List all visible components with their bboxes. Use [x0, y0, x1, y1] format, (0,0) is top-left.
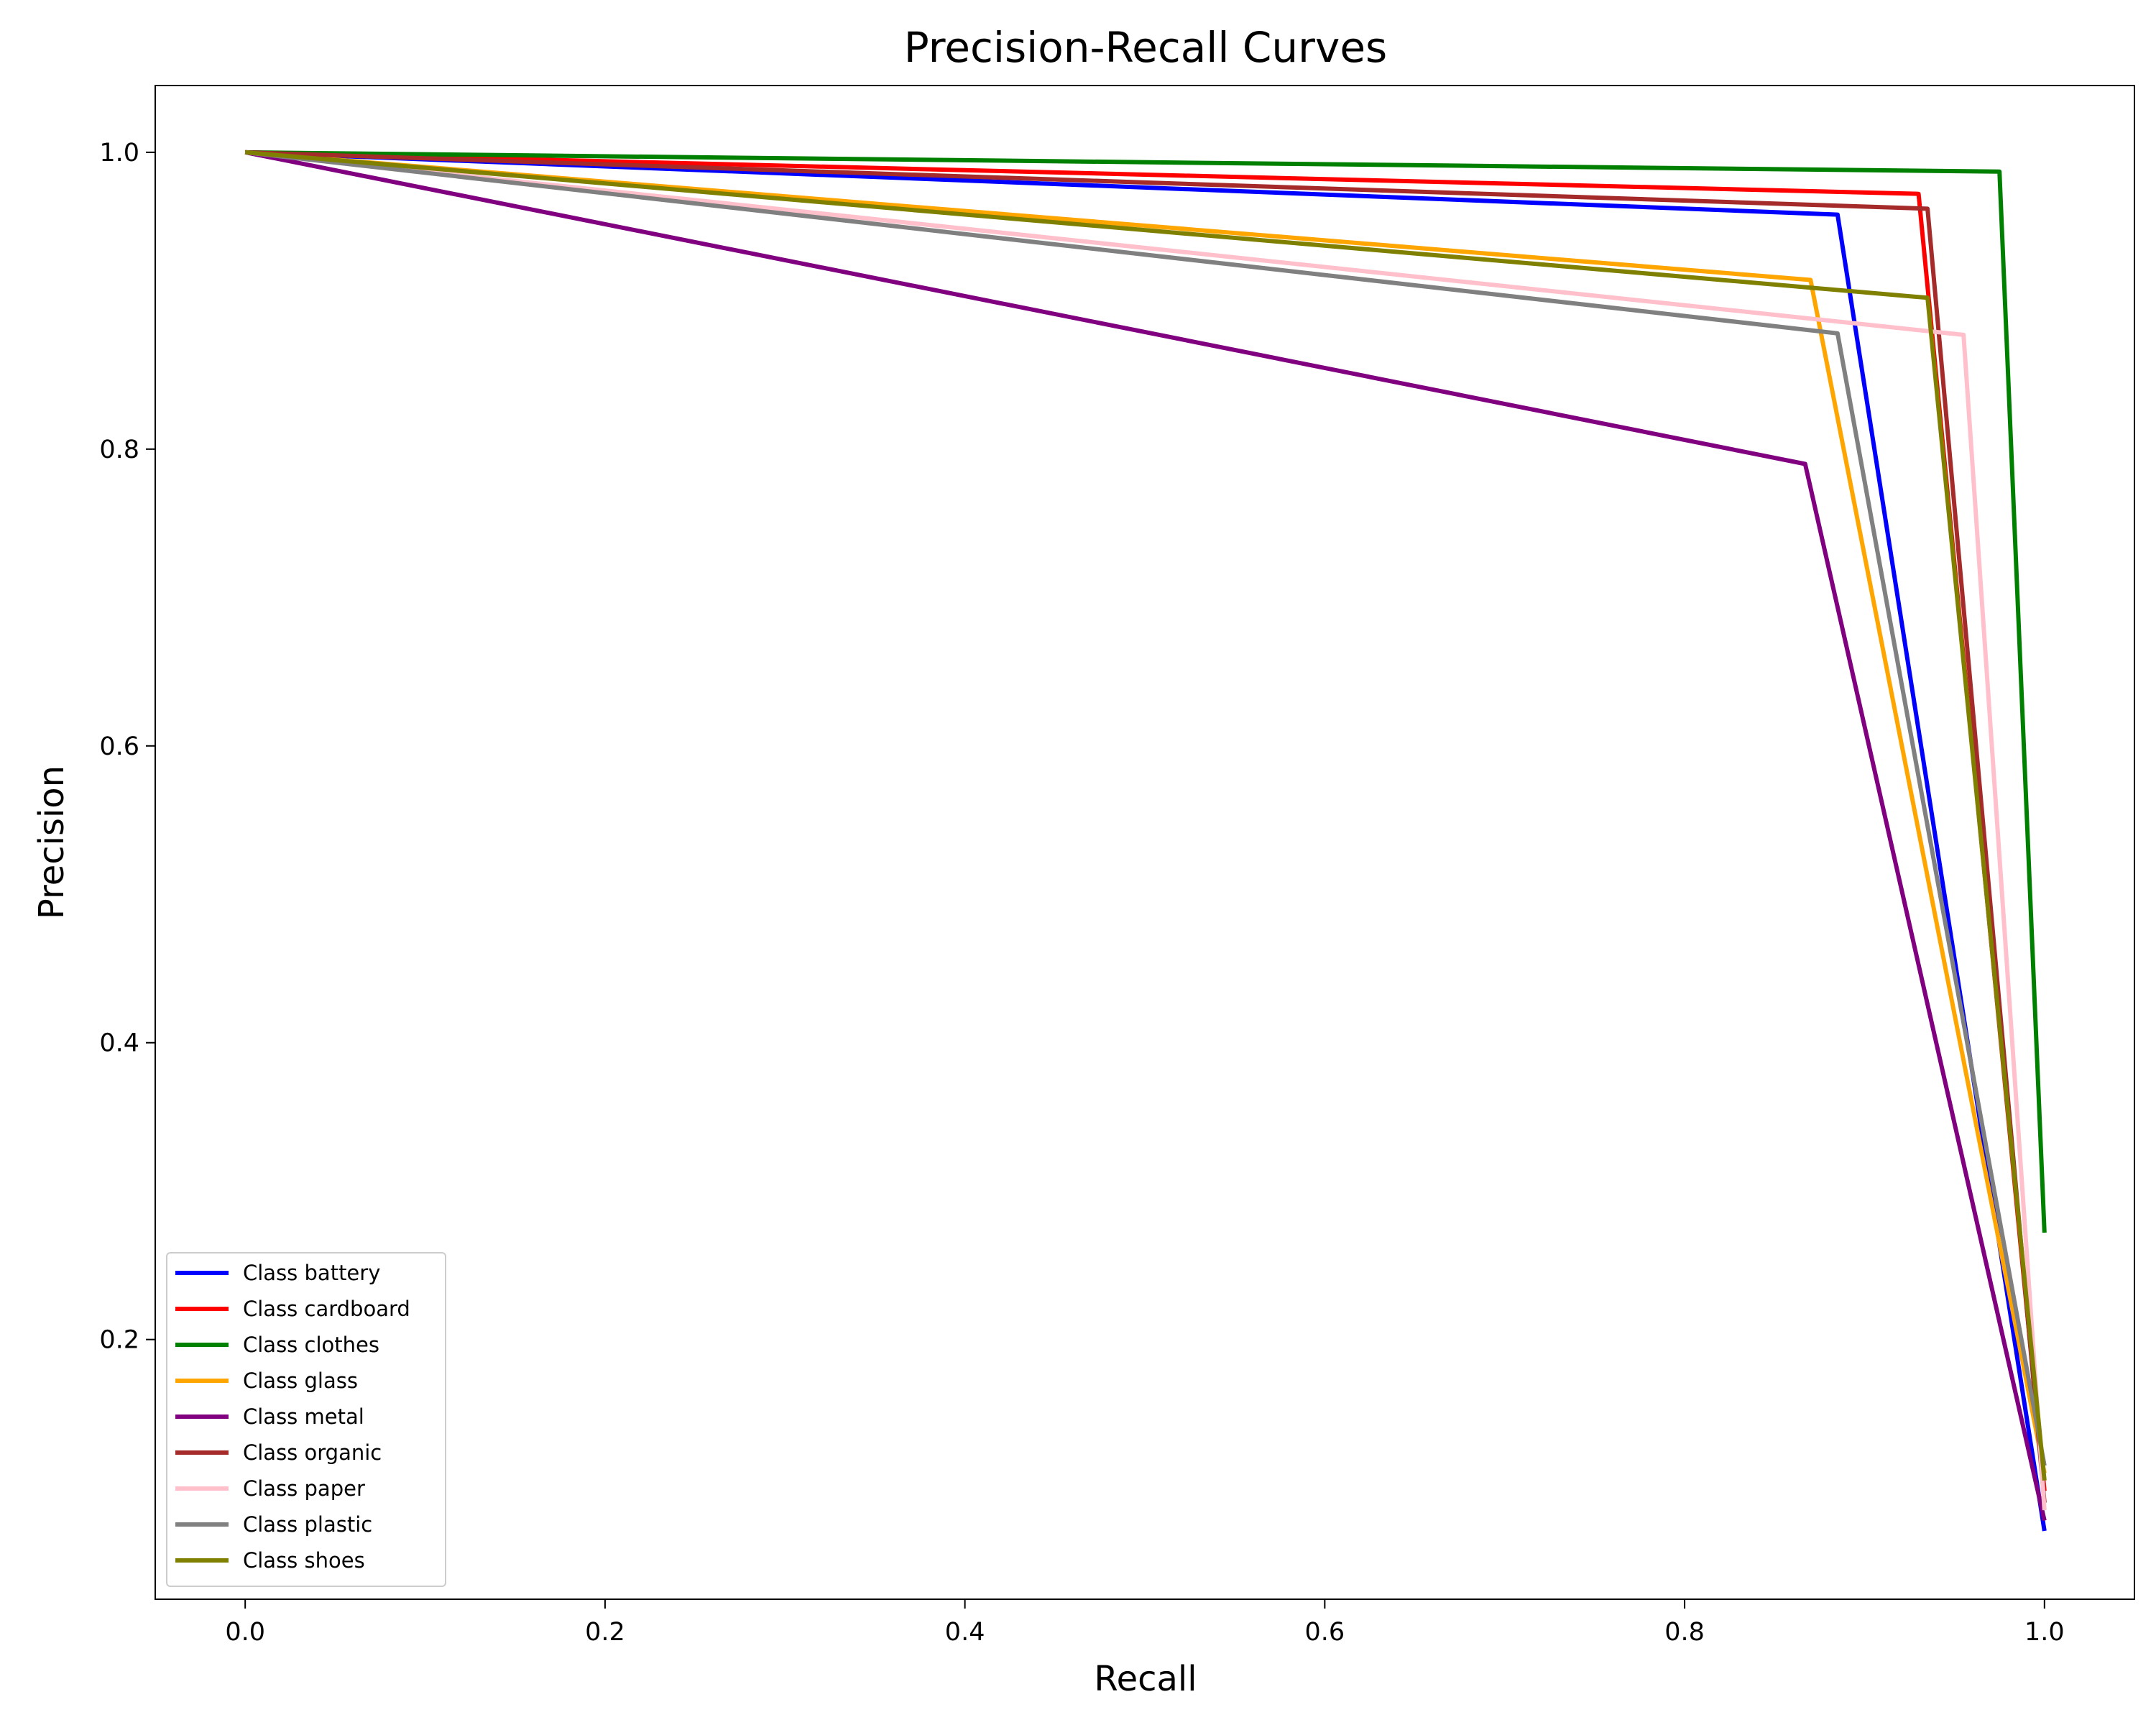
x-tick-label: 0.4 — [945, 1618, 985, 1647]
legend: Class battery Class cardboard Class clothe… — [166, 1252, 446, 1587]
series-line-class-metal — [244, 150, 2047, 1522]
legend-box — [166, 1252, 446, 1587]
x-axis-label: Recall — [1094, 1659, 1197, 1699]
series-layer — [244, 150, 2047, 1532]
series-line-class-plastic — [244, 150, 2047, 1466]
legend-label-class-shoes: Class shoes — [243, 1548, 365, 1573]
legend-label-class-plastic: Class plastic — [243, 1512, 372, 1537]
y-tick-label: 0.2 — [99, 1326, 139, 1355]
x-tick-label: 0.8 — [1664, 1618, 1705, 1647]
series-line-class-glass — [244, 150, 2047, 1474]
legend-label-class-glass: Class glass — [243, 1368, 358, 1393]
plot-frame — [155, 85, 2135, 1600]
series-line-class-paper — [244, 150, 2047, 1511]
x-axis: 0.0 0.2 0.4 0.6 0.8 1.0 — [225, 1599, 2065, 1647]
y-axis-label: Precision — [32, 765, 72, 919]
legend-label-class-paper: Class paper — [243, 1476, 365, 1501]
y-tick-label: 0.6 — [99, 732, 139, 761]
legend-label-class-cardboard: Class cardboard — [243, 1297, 410, 1321]
y-tick-label: 0.8 — [99, 436, 139, 464]
y-axis: 0.2 0.4 0.6 0.8 1.0 — [99, 139, 155, 1355]
legend-label-class-organic: Class organic — [243, 1440, 382, 1465]
y-tick-label: 1.0 — [99, 139, 139, 167]
series-line-class-clothes — [245, 150, 2047, 1233]
x-tick-label: 0.6 — [1305, 1618, 1345, 1647]
x-tick-label: 1.0 — [2024, 1618, 2065, 1647]
series-line-class-shoes — [244, 150, 2047, 1481]
x-tick-label: 0.0 — [225, 1618, 265, 1647]
x-tick-label: 0.2 — [585, 1618, 625, 1647]
legend-label-class-metal: Class metal — [243, 1404, 364, 1429]
legend-label-class-battery: Class battery — [243, 1261, 380, 1285]
chart-title: Precision-Recall Curves — [904, 23, 1388, 72]
y-tick-label: 0.4 — [99, 1029, 139, 1058]
legend-label-class-clothes: Class clothes — [243, 1333, 379, 1357]
